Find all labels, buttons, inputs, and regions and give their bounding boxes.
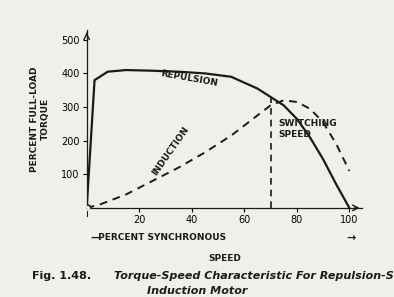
Text: Induction Motor: Induction Motor <box>147 286 247 296</box>
Text: INDUCTION: INDUCTION <box>151 125 191 177</box>
Text: SPEED: SPEED <box>208 254 241 263</box>
Text: REPULSION: REPULSION <box>160 69 219 88</box>
Text: —: — <box>91 233 102 243</box>
Text: Fig. 1.48.: Fig. 1.48. <box>32 271 91 281</box>
Text: PERCENT FULL-LOAD
TORQUE: PERCENT FULL-LOAD TORQUE <box>30 66 50 172</box>
Text: SWITCHING
SPEED: SWITCHING SPEED <box>279 119 337 139</box>
Text: Torque-Speed Characteristic For Repulsion-Start: Torque-Speed Characteristic For Repulsio… <box>114 271 394 281</box>
Text: PERCENT SYNCHRONOUS: PERCENT SYNCHRONOUS <box>95 233 226 242</box>
Text: →: → <box>347 233 356 243</box>
